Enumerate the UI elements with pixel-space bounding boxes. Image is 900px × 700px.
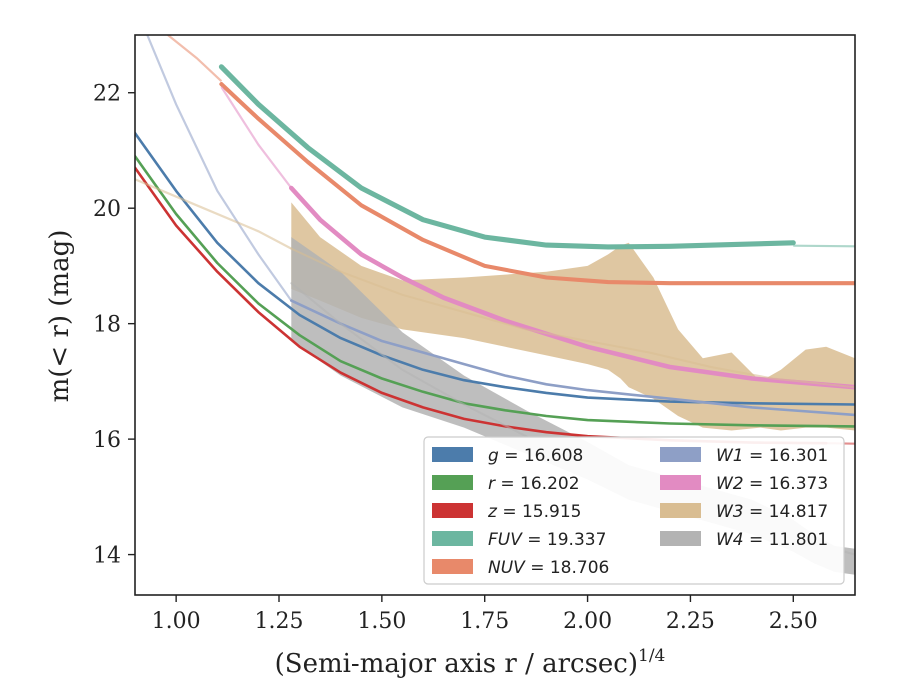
x-tick-label: 2.50 <box>769 609 818 634</box>
legend-label-w4: W4 = 11.801 <box>716 530 828 550</box>
x-tick-label: 1.50 <box>357 609 406 634</box>
faint-line-w2 <box>220 86 293 189</box>
series-lines <box>135 35 855 556</box>
line-nuv <box>219 82 855 286</box>
legend-box <box>423 436 845 585</box>
plot-frame <box>134 34 856 596</box>
x-tick-label: 1.75 <box>460 609 509 634</box>
y-tick-label: 22 <box>93 82 121 107</box>
faint-line-w3 <box>135 178 292 250</box>
line-r <box>135 154 855 428</box>
legend-label-w3: W3 = 14.817 <box>716 502 828 522</box>
y-tick-label: 16 <box>93 428 121 453</box>
legend-entries: g = 16.608 r = 16.202 z = 15.915 FUV = 19.3… <box>432 446 828 578</box>
y-axis-title: m(< r) (mag) <box>45 230 75 403</box>
y-tick-label: 14 <box>93 544 121 569</box>
x-axis-ticks: 1.00 1.25 1.50 1.75 2.00 2.25 2.50 <box>152 595 818 634</box>
x-tick-label: 1.25 <box>255 609 304 634</box>
line-g <box>135 131 855 406</box>
faint-line-fuv <box>793 244 855 248</box>
y-tick-label: 20 <box>93 197 121 222</box>
x-axis-title: (Semi-major axis r / arcsec)1/4 <box>275 646 666 679</box>
x-tick-label: 2.00 <box>563 609 612 634</box>
faint-line-w1 <box>146 35 293 302</box>
legend-swatch-nuv <box>432 559 473 574</box>
legend-swatch-w4 <box>660 531 701 546</box>
line-w3 <box>290 247 855 389</box>
y-axis-ticks: 14 16 18 20 22 <box>93 82 135 569</box>
legend-label-w2: W2 = 16.373 <box>716 474 828 494</box>
legend-swatch-w3 <box>660 503 701 518</box>
x-axis-title-main: (Semi-major axis r / arcsec) <box>275 649 638 679</box>
y-tick-label: 18 <box>93 313 121 338</box>
legend-label-g: g = 16.608 <box>488 446 583 466</box>
faint-line-nuv <box>167 35 223 83</box>
legend-label-w1: W1 = 16.301 <box>716 446 828 466</box>
legend-swatch-fuv <box>432 531 473 546</box>
legend-swatch-w1 <box>660 447 701 462</box>
legend-label-fuv: FUV = 19.337 <box>488 530 606 550</box>
legend-label-nuv: NUV = 18.706 <box>488 558 609 578</box>
line-w1 <box>290 299 855 417</box>
legend-swatch-w2 <box>660 475 701 490</box>
legend: g = 16.608 r = 16.202 z = 15.915 FUV = 19.3… <box>423 436 845 585</box>
line-w2 <box>289 185 855 390</box>
x-tick-label: 2.25 <box>666 609 715 634</box>
line-fuv <box>218 64 796 250</box>
legend-swatch-z <box>432 503 473 518</box>
x-tick-label: 1.00 <box>152 609 201 634</box>
x-axis-title-superscript: 1/4 <box>638 646 665 666</box>
legend-label-r: r = 16.202 <box>488 474 580 494</box>
legend-swatch-r <box>432 475 473 490</box>
legend-swatch-g <box>432 447 473 462</box>
legend-label-z: z = 15.915 <box>487 502 581 522</box>
